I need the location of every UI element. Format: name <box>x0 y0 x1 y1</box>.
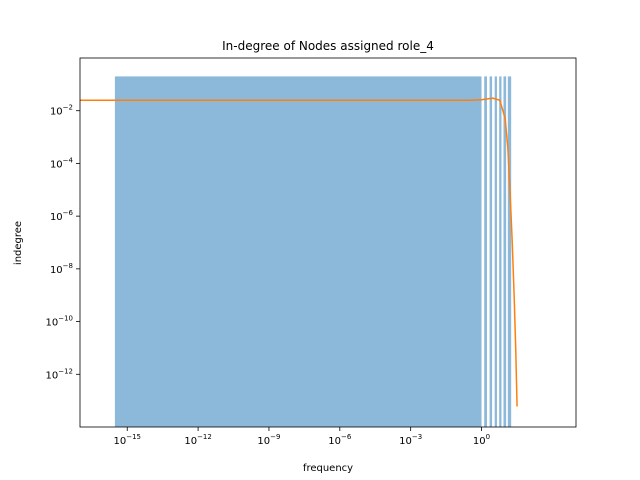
fit-curves <box>80 97 518 407</box>
y-tick-label: 10−6 <box>50 209 74 223</box>
y-tick-label: 10−4 <box>50 156 74 170</box>
histogram-bar <box>114 76 482 427</box>
histogram-bars <box>114 76 512 427</box>
x-tick-label: 10−3 <box>399 433 422 447</box>
y-tick-label: 10−8 <box>50 262 73 276</box>
x-tick-label: 10−12 <box>184 433 212 447</box>
x-tick-label: 10−15 <box>113 433 141 447</box>
plot-area <box>79 57 577 428</box>
histogram-bar <box>503 76 507 427</box>
y-tick-label: 10−10 <box>45 315 73 329</box>
histogram-bar <box>494 76 497 427</box>
chart-title: In-degree of Nodes assigned role_4 <box>222 39 434 53</box>
x-axis-ticks: 10−15 10−12 10−9 10−6 10−3 100 <box>113 427 490 447</box>
histogram-bar <box>507 76 512 427</box>
y-tick-label: 10−12 <box>45 367 73 381</box>
y-axis-label: indegree <box>13 221 24 265</box>
histogram-bar <box>484 76 487 427</box>
y-axis-ticks: 10−2 10−4 10−6 10−8 10−10 10−12 <box>45 104 80 381</box>
x-tick-label: 10−9 <box>257 433 280 447</box>
x-tick-label: 100 <box>473 433 490 447</box>
fit-curve-line <box>80 97 518 407</box>
x-axis-label: frequency <box>303 463 353 474</box>
plot-frame <box>79 57 577 428</box>
histogram-bar <box>499 76 502 427</box>
histogram-bar <box>489 76 493 427</box>
y-tick-label: 10−2 <box>50 104 73 118</box>
x-tick-label: 10−6 <box>328 433 352 447</box>
